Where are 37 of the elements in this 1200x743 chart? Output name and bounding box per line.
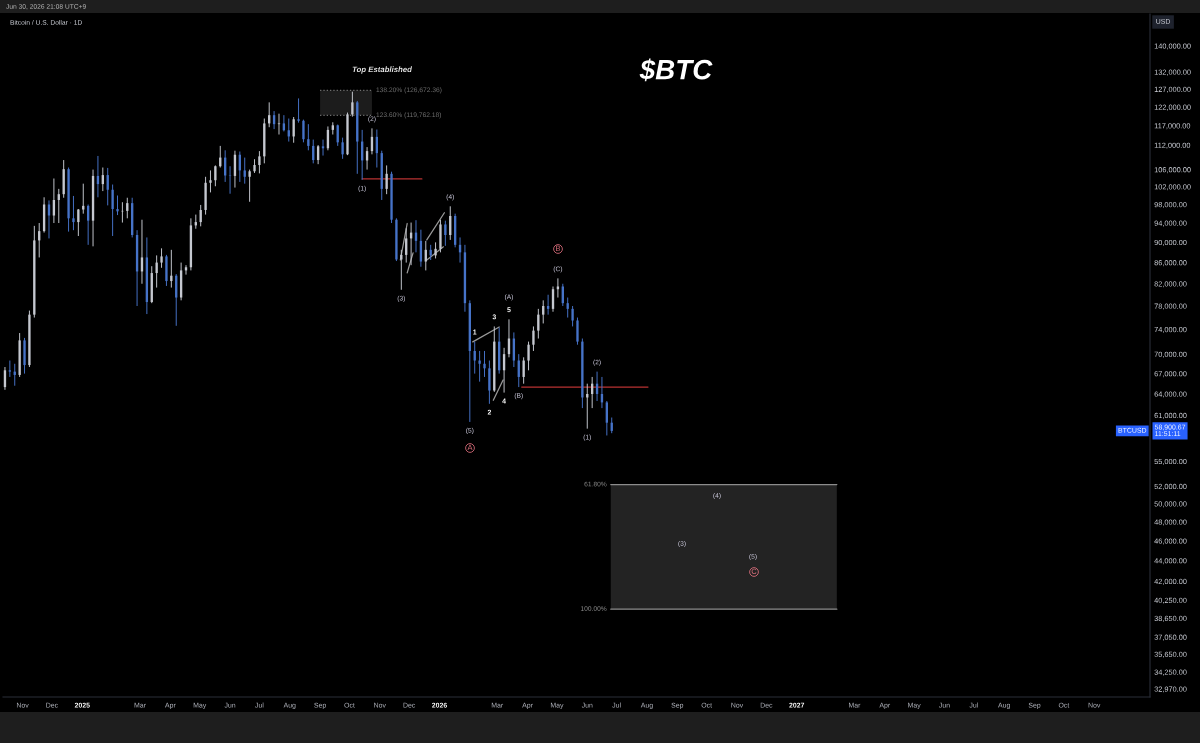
candlestick	[77, 208, 80, 237]
candlestick	[473, 341, 476, 375]
candlestick	[72, 195, 75, 231]
candlestick	[444, 220, 447, 247]
candlestick	[483, 350, 486, 378]
candlestick	[160, 247, 163, 269]
candlestick	[297, 97, 300, 124]
candlestick	[556, 277, 560, 299]
candlestick	[522, 356, 525, 385]
candlestick	[478, 350, 481, 383]
candlestick	[532, 325, 535, 352]
candlestick	[248, 169, 251, 203]
candlestick	[116, 195, 119, 216]
candlestick	[47, 199, 51, 239]
candlestick	[307, 123, 310, 151]
candlestick	[292, 116, 295, 144]
candlestick	[566, 297, 569, 319]
candlestick	[571, 305, 574, 327]
candlestick	[277, 113, 281, 135]
candlestick	[209, 169, 212, 193]
candlestick	[351, 91, 354, 118]
candlestick	[243, 157, 246, 185]
candlestick	[170, 249, 173, 289]
candlestick	[385, 164, 388, 195]
text: $BTC	[639, 58, 713, 82]
candlestick	[258, 150, 261, 174]
candlestick	[576, 317, 579, 346]
candlestick	[341, 137, 344, 160]
candlestick	[155, 254, 158, 289]
candlestick	[542, 299, 545, 324]
candlestick	[488, 360, 491, 405]
candlestick	[111, 184, 114, 237]
candlestick	[8, 360, 12, 378]
candlestick	[527, 341, 530, 371]
candlestick	[214, 164, 217, 187]
candlestick	[537, 308, 540, 340]
candlestick	[302, 119, 305, 143]
